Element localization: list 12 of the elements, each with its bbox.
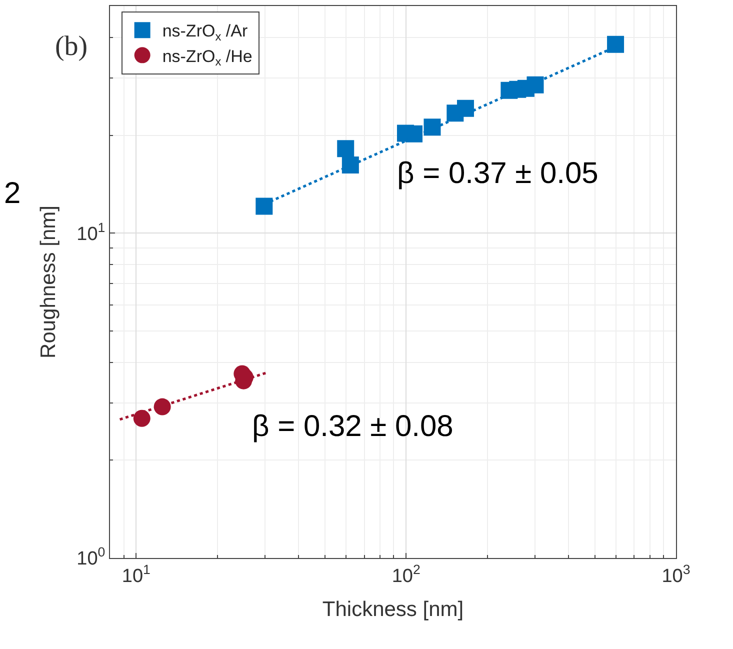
x-tick-label: 10$^{1}$ <box>122 562 150 587</box>
x-tick-label: 10$^{2}$ <box>392 562 420 587</box>
annotation: β = 0.32 ± 0.08 <box>252 410 454 443</box>
y-tick-label: 10$^{0}$ <box>76 544 106 570</box>
text: 2 <box>4 177 21 210</box>
legend-label: ns-ZrO$_{x}$ /Ar <box>162 22 248 44</box>
x-axis-title: Thickness [nm] <box>322 598 464 621</box>
annotation: β = 0.37 ± 0.05 <box>397 157 598 190</box>
y-axis-title: Roughness [nm] <box>36 206 60 358</box>
legend-label: ns-ZrO$_{x}$ /He <box>162 46 252 68</box>
x-tick-label: 10$^{3}$ <box>662 562 690 587</box>
text: (b) <box>54 31 88 62</box>
